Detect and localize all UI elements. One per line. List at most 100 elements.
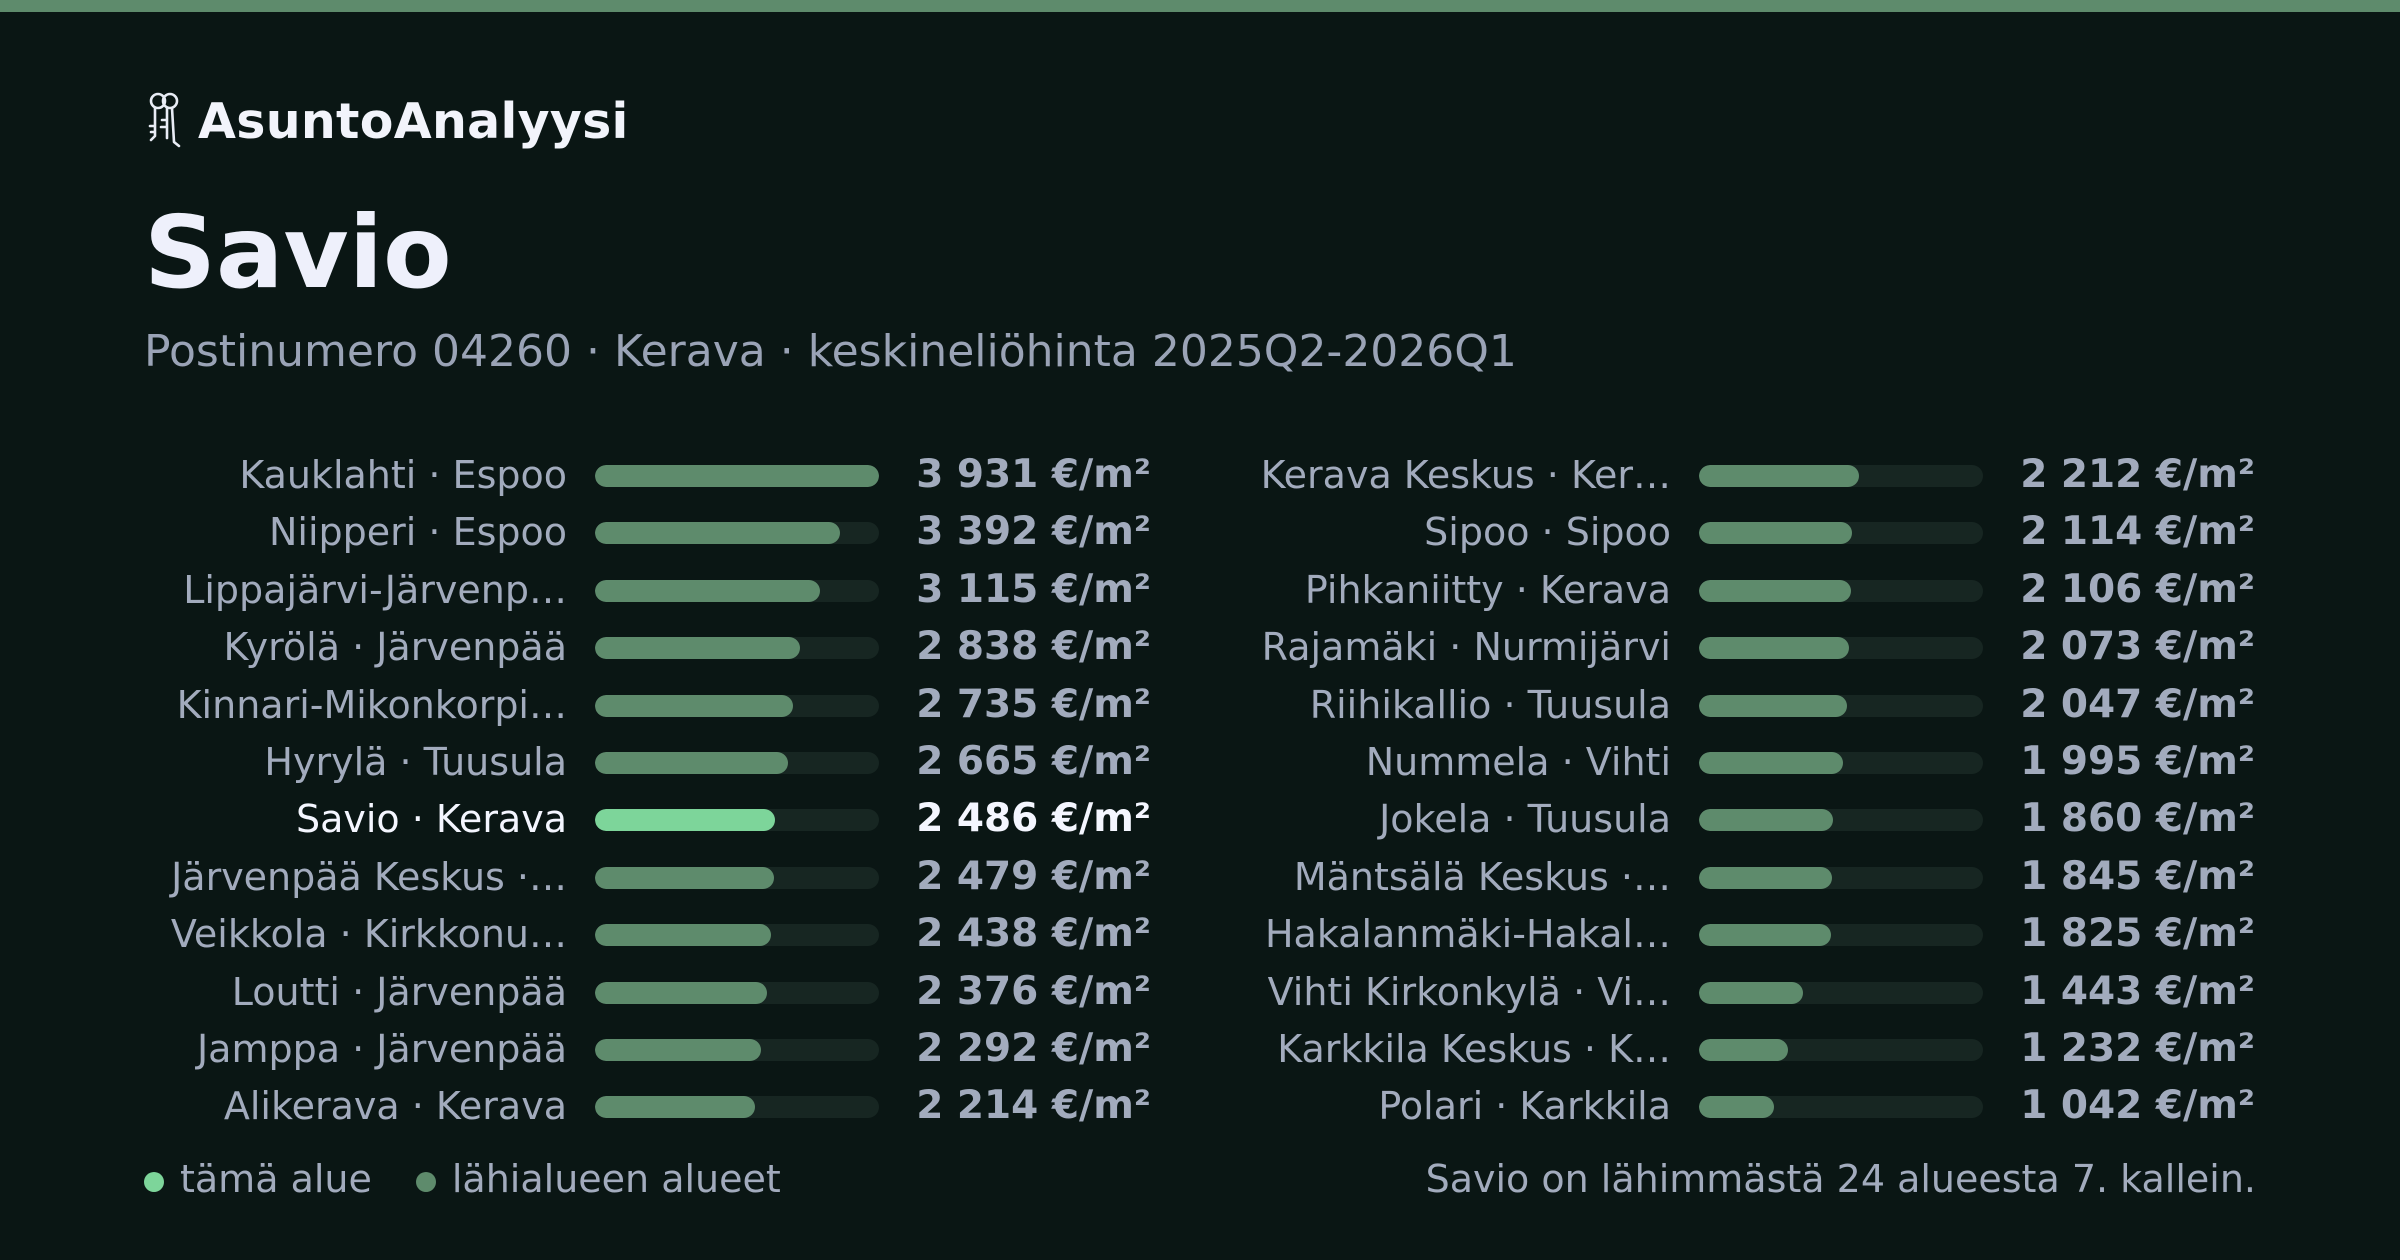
bar-track xyxy=(1699,637,1983,660)
bar-label: Alikerava · Kerava xyxy=(223,1084,567,1129)
bar xyxy=(1699,579,1852,602)
bar xyxy=(1699,809,1834,832)
bar-label: Kauklahti · Espoo xyxy=(239,453,567,497)
bar-value-label: 2 292 €/m² xyxy=(916,1025,1151,1071)
bar-label: Savio · Kerava xyxy=(295,797,567,842)
bar-value-label: 2 735 €/m² xyxy=(916,681,1151,727)
bar-label: Lippajärvi-Järvenp… xyxy=(183,567,567,612)
bar-label: Kerava Keskus · Ker… xyxy=(1260,453,1671,497)
bar-value-label: 2 214 €/m² xyxy=(916,1083,1151,1129)
bar xyxy=(595,694,793,717)
bar-value-label: 1 845 €/m² xyxy=(2020,853,2255,899)
bar-track xyxy=(1699,579,1983,602)
bar-value-label: 2 486 €/m² xyxy=(916,796,1151,842)
bar xyxy=(1699,981,1804,1004)
bar-value-label: 2 114 €/m² xyxy=(2020,509,2255,555)
bar-label: Jokela · Tuusula xyxy=(1379,797,1671,842)
bar-label: Riihikallio · Tuusula xyxy=(1309,682,1671,727)
bar xyxy=(1699,522,1852,545)
bar-track xyxy=(595,579,879,602)
bar-label: Nummela · Vihti xyxy=(1365,739,1671,784)
bar-value-label: 1 995 €/m² xyxy=(2020,738,2255,784)
bar-value-label: 2 479 €/m² xyxy=(916,853,1151,899)
legend-label-this-area: tämä alue xyxy=(180,1157,372,1201)
bar-value-label: 1 042 €/m² xyxy=(2020,1083,2255,1129)
top-accent-bar xyxy=(0,0,2400,12)
bar-value-label: 2 838 €/m² xyxy=(916,624,1151,670)
legend-item-this-area: tämä alue xyxy=(144,1157,372,1201)
bar-value-label: 2 665 €/m² xyxy=(916,738,1151,784)
brand-name: AsuntoAnalyysi xyxy=(198,92,629,150)
bar-value-label: 2 212 €/m² xyxy=(2020,452,2255,497)
bar xyxy=(595,866,775,889)
bar-label: Jamppa · Järvenpää xyxy=(196,1026,567,1071)
bar-label: Pihkaniitty · Kerava xyxy=(1304,567,1671,612)
bar xyxy=(1699,1096,1775,1119)
bar-track xyxy=(1699,809,1983,832)
bar-label: Polari · Karkkila xyxy=(1378,1084,1671,1129)
bar xyxy=(1699,637,1849,660)
bar-label: Hakalanmäki-Hakal… xyxy=(1264,912,1671,957)
bar-track xyxy=(1699,751,1983,774)
legend-dot-highlight xyxy=(144,1172,164,1192)
bar-track xyxy=(1699,866,1983,889)
keys-icon xyxy=(148,92,181,148)
legend-label-nearby: lähialueen alueet xyxy=(451,1157,781,1201)
bar-track xyxy=(1699,1096,1983,1119)
bar-track xyxy=(1699,1038,1983,1061)
bar-value-label: 2 047 €/m² xyxy=(2020,681,2255,727)
bar-label: Kyrölä · Järvenpää xyxy=(223,625,567,670)
bar-label: Järvenpää Keskus ·… xyxy=(171,854,567,899)
bar-track xyxy=(595,751,879,774)
bar-label: Rajamäki · Nurmijärvi xyxy=(1261,625,1671,670)
bar-track xyxy=(595,465,879,487)
bar xyxy=(595,579,821,602)
bar-label: Vihti Kirkonkylä · Vi… xyxy=(1267,969,1671,1014)
bar-track xyxy=(595,809,879,832)
bar xyxy=(595,1038,761,1061)
bar-label: Mäntsälä Keskus ·… xyxy=(1293,854,1671,899)
bar-value-label: 2 438 €/m² xyxy=(916,911,1151,957)
brand: AsuntoAnalyysi xyxy=(144,88,629,154)
bar xyxy=(1699,866,1833,889)
bar xyxy=(595,924,772,947)
bar-label: Hyrylä · Tuusula xyxy=(264,739,567,784)
bar-track xyxy=(595,981,879,1004)
legend-dot-nearby xyxy=(415,1172,436,1192)
bar xyxy=(1699,1038,1788,1061)
bar-track xyxy=(595,866,879,889)
bar-label: Veikkola · Kirkkonu… xyxy=(170,912,567,957)
bar-track xyxy=(595,1096,879,1119)
bar-track xyxy=(1699,522,1983,545)
bar-value-label: 1 860 €/m² xyxy=(2020,796,2255,842)
bar xyxy=(1699,694,1847,717)
bar xyxy=(595,809,775,832)
bar-track xyxy=(595,637,879,660)
bar-value-label: 3 115 €/m² xyxy=(916,566,1151,612)
bar xyxy=(1699,751,1844,774)
bar-track xyxy=(595,1038,879,1061)
bar-track xyxy=(1699,981,1983,1004)
bar-track xyxy=(1699,694,1983,717)
bar-track xyxy=(1699,465,1983,487)
bar-label: Karkkila Keskus · K… xyxy=(1277,1026,1671,1071)
bar-value-label: 1 232 €/m² xyxy=(2020,1025,2255,1071)
bar xyxy=(1699,924,1831,947)
rank-footnote: Savio on lähimmästä 24 alueesta 7. kalle… xyxy=(1425,1157,2256,1201)
bar-track xyxy=(595,522,879,545)
bar xyxy=(595,522,841,545)
bar xyxy=(595,751,788,774)
bar-track xyxy=(1699,924,1983,947)
bar-track xyxy=(595,924,879,947)
bar-label: Kinnari-Mikonkorpi… xyxy=(176,682,567,727)
bar xyxy=(1699,465,1859,487)
bar-track xyxy=(595,694,879,717)
bar xyxy=(595,1096,755,1119)
bar-value-label: 1 825 €/m² xyxy=(2020,911,2255,957)
bar xyxy=(595,637,801,660)
bar-label: Sipoo · Sipoo xyxy=(1424,510,1671,555)
bar-value-label: 2 073 €/m² xyxy=(2020,624,2255,670)
bar-value-label: 2 376 €/m² xyxy=(916,968,1151,1014)
bar-label: Niipperi · Espoo xyxy=(268,510,567,555)
legend-item-nearby: lähialueen alueet xyxy=(415,1157,781,1201)
